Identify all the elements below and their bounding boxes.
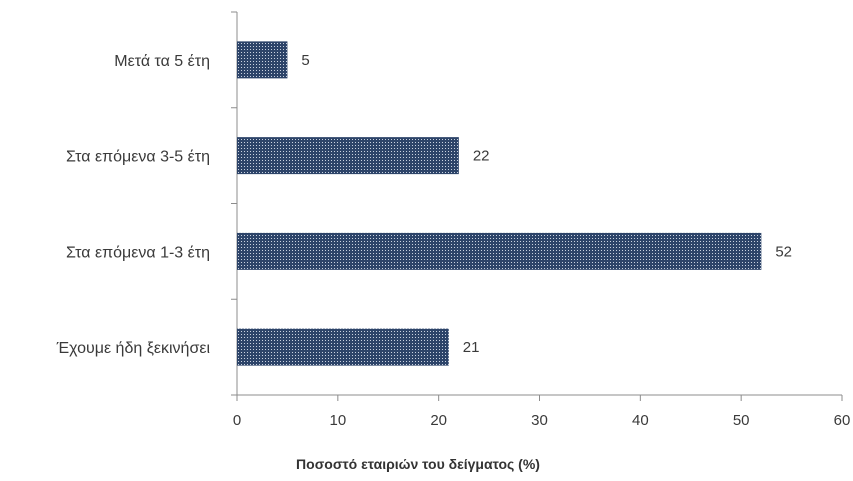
x-tick-label: 20 — [430, 412, 447, 429]
bar — [237, 41, 288, 79]
x-tick-label: 10 — [329, 412, 346, 429]
data-label: 52 — [775, 243, 792, 260]
bar — [237, 232, 762, 270]
data-label: 5 — [301, 52, 309, 69]
bars — [237, 41, 762, 366]
x-tick-label: 30 — [531, 412, 548, 429]
x-tick-label: 50 — [733, 412, 750, 429]
category-label: Μετά τα 5 έτη — [114, 53, 210, 70]
x-tick-label: 0 — [233, 412, 241, 429]
x-axis-title: Ποσοστό εταιριών του δείγματος (%) — [296, 456, 540, 472]
data-label: 21 — [463, 339, 480, 356]
labels: 0 10 20 30 40 50 60 Έχουμε ήδη ξεκινήσει 21 Στα ε… — [56, 52, 851, 429]
category-label: Στα επόμενα 3-5 έτη — [66, 149, 210, 166]
x-tick-label: 60 — [834, 412, 851, 429]
bar — [237, 328, 449, 366]
category-label: Στα επόμενα 1-3 έτη — [66, 244, 210, 261]
category-label: Έχουμε ήδη ξεκινήσει — [56, 340, 211, 357]
x-tick-label: 40 — [632, 412, 649, 429]
data-label: 22 — [473, 148, 490, 165]
bar — [237, 137, 459, 175]
